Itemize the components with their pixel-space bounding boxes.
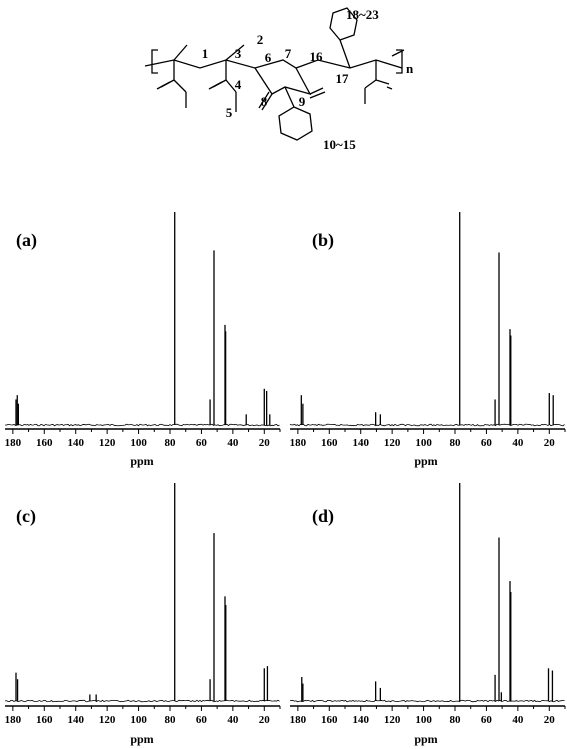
- panel-label: (a): [16, 230, 37, 251]
- bond: [364, 79, 377, 89]
- spectrum-panel-a: (a) 180 160 140 120 100 80 60 40 20 ppm: [4, 212, 281, 468]
- chemical-structure: [144, 7, 405, 141]
- x-tick-labels: 180 160 140 120 100 80 60 40 20: [5, 437, 271, 449]
- n-phenyl-ring: [278, 106, 313, 141]
- x-tick-label: 120: [99, 714, 116, 726]
- x-tick-label: 160: [36, 437, 53, 449]
- spectrum-panel-c: (c) 180 160 140 120 100 80 60 40 20 ppm: [4, 483, 281, 746]
- spectrum-baseline: [289, 423, 565, 427]
- atom-label-c9: 9: [299, 94, 306, 109]
- x-tick-label: 100: [130, 437, 147, 449]
- x-tick-label: 180: [5, 714, 22, 726]
- bond: [309, 87, 324, 95]
- x-tick-label: 140: [352, 437, 369, 449]
- x-tick-label: 140: [67, 714, 84, 726]
- x-tick-label: 160: [36, 714, 53, 726]
- x-tick-label: 120: [99, 437, 116, 449]
- x-tick-label: 140: [67, 437, 84, 449]
- x-tick-label: 160: [321, 714, 338, 726]
- x-tick-label: 20: [544, 714, 556, 726]
- x-tick-label: 60: [196, 437, 208, 449]
- bond: [261, 93, 273, 111]
- atom-label-c18-23: 18~23: [346, 7, 379, 22]
- atom-label-c3: 3: [235, 46, 242, 61]
- x-tick-label: 80: [165, 714, 177, 726]
- bond: [173, 79, 187, 93]
- atom-label-c6: 6: [265, 50, 272, 65]
- x-tick-label: 160: [321, 437, 338, 449]
- bond: [339, 39, 351, 69]
- styrene-phenyl-ring: [329, 7, 358, 41]
- spectrum-panel-d: (d) 180 160 140 120 100 80 60 40 20 ppm: [289, 483, 566, 746]
- bond: [156, 81, 171, 90]
- x-tick-label: 20: [259, 714, 271, 726]
- x-tick-label: 100: [415, 714, 432, 726]
- atom-label-c1: 1: [202, 46, 209, 61]
- x-tick-label: 80: [165, 437, 177, 449]
- x-axis-label: ppm: [414, 454, 437, 468]
- x-tick-label: 140: [352, 714, 369, 726]
- x-tick-label: 40: [227, 714, 239, 726]
- repeat-unit-n: n: [406, 61, 414, 76]
- bond: [258, 91, 270, 109]
- bond: [309, 91, 326, 99]
- atom-label-c2: 2: [257, 32, 264, 47]
- x-tick-labels: 180 160 140 120 100 80 60 40 20: [290, 437, 556, 449]
- x-tick-label: 60: [196, 714, 208, 726]
- left-bracket: [151, 49, 158, 74]
- x-tick-labels: 180 160 140 120 100 80 60 40 20: [290, 714, 556, 726]
- atom-label-c5: 5: [226, 105, 233, 120]
- panel-label: (b): [312, 230, 334, 251]
- atom-label-c17: 17: [336, 71, 350, 86]
- x-tick-label: 40: [512, 437, 524, 449]
- spectrum-baseline: [4, 423, 280, 427]
- bond: [225, 79, 237, 93]
- x-tick-label: 40: [512, 714, 524, 726]
- x-tick-label: 20: [259, 437, 271, 449]
- x-axis-label: ppm: [414, 732, 437, 746]
- bond: [284, 86, 295, 108]
- bond: [386, 86, 393, 90]
- imide-ring: [254, 67, 312, 96]
- atom-label-c10-15: 10~15: [323, 137, 356, 152]
- spectrum-baseline: [4, 699, 280, 703]
- atom-label-c8: 8: [261, 94, 268, 109]
- x-tick-label: 60: [481, 714, 493, 726]
- x-axis-label: ppm: [130, 454, 153, 468]
- bond: [173, 44, 188, 61]
- x-tick-labels: 180 160 140 120 100 80 60 40 20: [5, 714, 271, 726]
- spectrum-panel-b: (b) 180 160 140 120 100 80 60 40 20 ppm: [289, 212, 566, 468]
- bond: [391, 49, 405, 57]
- x-tick-label: 80: [450, 437, 462, 449]
- x-tick-label: 60: [481, 437, 493, 449]
- spectrum-baseline: [289, 699, 565, 703]
- atom-label-c16: 16: [310, 49, 324, 64]
- right-bracket: [396, 49, 403, 74]
- x-tick-label: 40: [227, 437, 239, 449]
- backbone: [144, 59, 403, 69]
- atom-label-c7: 7: [285, 46, 292, 61]
- structure-labels: 1 2 3 4 5 6 7 8 9 16 17 18~23 10~15 n: [202, 7, 414, 152]
- x-tick-label: 80: [450, 714, 462, 726]
- x-tick-label: 180: [5, 437, 22, 449]
- panel-label: (d): [312, 506, 334, 527]
- x-tick-label: 120: [384, 714, 401, 726]
- bond: [208, 81, 223, 90]
- panel-label: (c): [16, 506, 36, 527]
- x-tick-label: 100: [415, 437, 432, 449]
- x-tick-label: 120: [384, 437, 401, 449]
- bond: [375, 79, 390, 85]
- bond: [225, 44, 245, 61]
- atom-label-c4: 4: [235, 77, 242, 92]
- x-axis-label: ppm: [130, 732, 153, 746]
- x-tick-label: 180: [290, 437, 307, 449]
- x-tick-label: 20: [544, 437, 556, 449]
- x-tick-label: 180: [290, 714, 307, 726]
- x-tick-label: 100: [130, 714, 147, 726]
